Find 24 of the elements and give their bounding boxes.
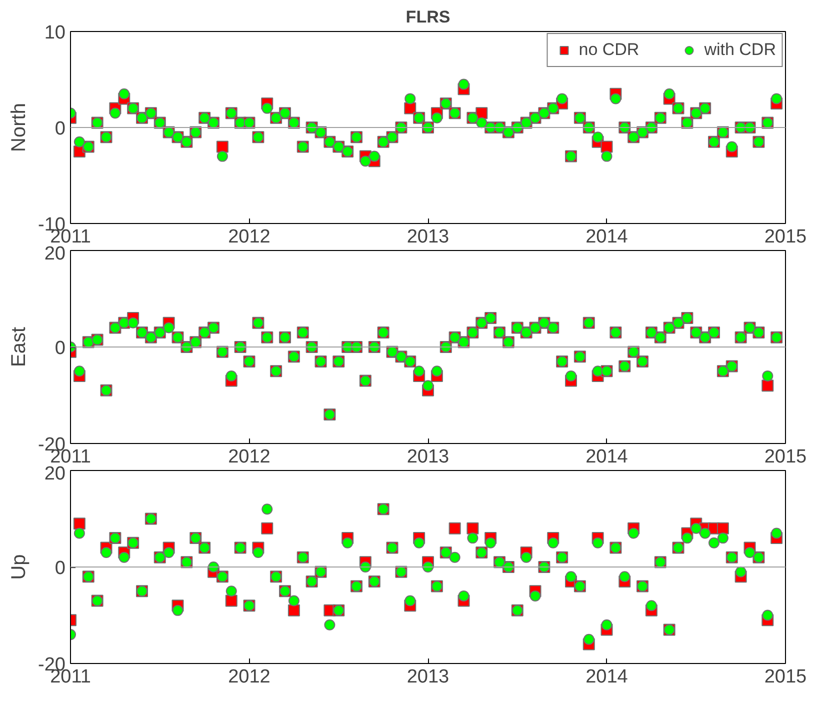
y-axis-title: Up	[8, 554, 30, 580]
legend-label: with CDR	[704, 40, 776, 60]
x-tick-label: 2014	[586, 666, 628, 688]
x-tick-label: 2015	[764, 666, 807, 688]
x-tick-label: 2013	[406, 446, 450, 468]
y-tick-label: 0	[54, 118, 66, 140]
x-tick-label: 2012	[228, 666, 270, 688]
y-axis-title: East	[8, 326, 30, 368]
x-tick-label: 2015	[764, 226, 807, 248]
x-tick-label: 2014	[586, 226, 628, 248]
legend-label: no CDR	[578, 40, 640, 60]
y-tick-label: 0	[54, 558, 66, 579]
chart-title: FLRS	[406, 8, 450, 26]
x-tick-label: 2013	[406, 666, 450, 688]
x-tick-label: 2014	[586, 446, 628, 468]
x-tick-label: 2015	[764, 446, 807, 468]
y-tick-label: 0	[54, 338, 66, 359]
y-tick-label: 10	[44, 22, 66, 44]
x-tick-label: 2013	[406, 226, 450, 248]
x-tick-label: 2012	[228, 446, 270, 468]
y-tick-label: 20	[44, 464, 66, 484]
y-tick-label: 20	[44, 244, 66, 264]
y-axis-title: North	[8, 103, 30, 152]
x-tick-label: 2012	[228, 226, 270, 248]
